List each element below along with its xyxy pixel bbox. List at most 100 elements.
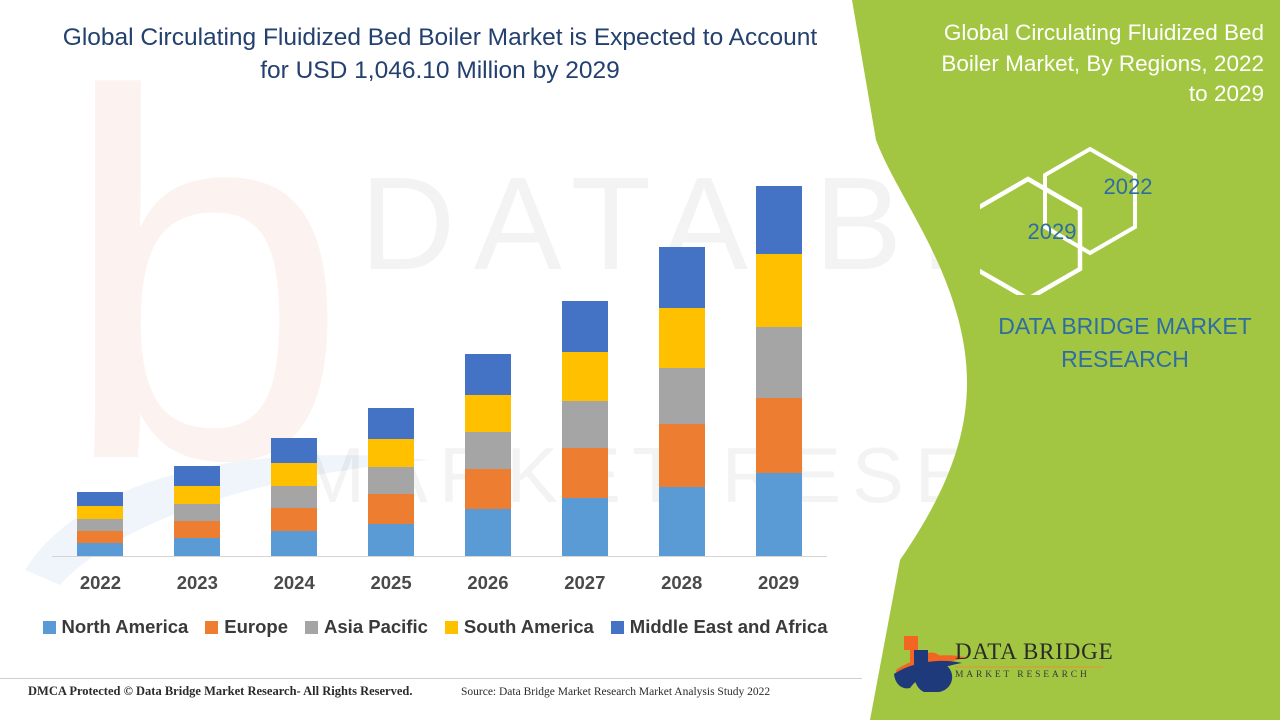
bar-segment: [561, 352, 608, 401]
hexagon-2029-label: 2029: [1027, 219, 1077, 244]
legend-swatch-icon: [42, 620, 56, 634]
legend-item[interactable]: Middle East and Africa: [610, 616, 828, 638]
bar-segment: [271, 463, 318, 487]
bar-segment: [464, 394, 511, 432]
x-axis-label-2027: 2027: [564, 572, 606, 593]
legend-item[interactable]: South America: [444, 616, 594, 638]
stacked-bar: [755, 186, 802, 556]
bar-segment: [368, 523, 415, 556]
hexagon-2022-label: 2022: [1103, 174, 1153, 199]
bar-segment: [368, 408, 415, 440]
legend-swatch-icon: [205, 620, 219, 634]
bar-segment: [271, 530, 318, 556]
x-axis-label-2023: 2023: [176, 572, 218, 593]
bar-segment: [174, 466, 221, 487]
footer-divider: [0, 678, 862, 679]
x-axis-line: [52, 556, 827, 557]
x-axis-label-2026: 2026: [467, 572, 509, 593]
stacked-bar: [658, 246, 705, 556]
legend-label: Europe: [224, 616, 289, 637]
bar-segment: [658, 486, 705, 556]
bar-segment: [561, 301, 608, 353]
bar-column-2025: [343, 120, 440, 556]
chart-title: Global Circulating Fluidized Bed Boiler …: [62, 24, 818, 84]
x-axis-label-2024: 2024: [273, 572, 315, 593]
bar-segment: [368, 439, 415, 468]
legend-item[interactable]: Asia Pacific: [305, 616, 428, 638]
bars-container: [52, 120, 827, 556]
bar-segment: [77, 491, 124, 506]
bar-segment: [464, 509, 511, 556]
legend-item[interactable]: North America: [42, 616, 189, 638]
logo-main-text: DATA BRIDGE: [955, 639, 1114, 664]
bar-segment: [658, 307, 705, 368]
brand-name: DATA BRIDGE MARKET RESEARCH: [998, 313, 1252, 372]
legend-swatch-icon: [444, 620, 458, 634]
bar-column-2029: [730, 120, 827, 556]
x-axis-label-2025: 2025: [370, 572, 412, 593]
bar-segment: [464, 431, 511, 469]
stacked-bar: [368, 408, 415, 556]
bar-segment: [658, 367, 705, 425]
hexagon-2022-shape: [1043, 146, 1137, 256]
bar-column-2022: [52, 120, 149, 556]
bar-segment: [174, 520, 221, 538]
bar-column-2024: [246, 120, 343, 556]
bar-segment: [658, 424, 705, 487]
logo-wordmark: DATA BRIDGE MARKET RESEARCH: [955, 639, 1115, 680]
logo-divider: [955, 666, 1103, 668]
legend-label: South America: [463, 616, 594, 637]
stacked-bar: [271, 437, 318, 556]
bar-column-2026: [440, 120, 537, 556]
bar-segment: [755, 398, 802, 473]
bar-segment: [271, 486, 318, 508]
stacked-bar: [77, 491, 124, 556]
bar-segment: [755, 327, 802, 399]
legend-item[interactable]: Europe: [205, 616, 288, 638]
bar-segment: [368, 467, 415, 495]
bar-segment: [464, 468, 511, 510]
x-axis-labels: 2022 2023 2024 2025 2026 2027 2028 2029: [52, 572, 827, 594]
legend-label: North America: [61, 616, 189, 637]
panel-title: Global Circulating Fluidized Bed Boiler …: [941, 20, 1264, 107]
bar-segment: [271, 437, 318, 464]
bar-column-2027: [536, 120, 633, 556]
x-axis-label-2029: 2029: [757, 572, 800, 593]
footer-source: Source: Data Bridge Market Research Mark…: [461, 686, 771, 698]
legend-swatch-icon: [610, 620, 624, 634]
stacked-bar: [174, 466, 221, 556]
bar-segment: [271, 507, 318, 531]
bar-segment: [755, 186, 802, 255]
bar-segment: [464, 353, 511, 395]
bar-segment: [658, 246, 705, 308]
bar-segment: [77, 530, 124, 543]
bar-segment: [174, 486, 221, 505]
bar-segment: [561, 498, 608, 556]
legend-label: Asia Pacific: [324, 616, 428, 637]
bar-segment: [561, 400, 608, 449]
bar-segment: [174, 537, 221, 556]
bar-segment: [174, 504, 221, 521]
stacked-bar: [464, 353, 511, 556]
bar-column-2028: [633, 120, 730, 556]
legend-swatch-icon: [305, 620, 319, 634]
x-axis-label-2022: 2022: [79, 572, 122, 593]
footer-copyright: DMCA Protected © Data Bridge Market Rese…: [28, 684, 413, 698]
bar-segment: [77, 505, 124, 520]
bar-segment: [755, 472, 802, 556]
bar-column-2023: [149, 120, 246, 556]
bar-segment: [755, 254, 802, 328]
logo-sub-text: MARKET RESEARCH: [955, 669, 1090, 680]
data-bridge-logo-icon: [894, 636, 968, 692]
legend-label: Middle East and Africa: [629, 616, 828, 637]
bar-segment: [77, 519, 124, 531]
stacked-bar: [561, 301, 608, 556]
bar-segment: [77, 542, 124, 556]
hexagon-badges: 2022 2029: [973, 145, 1200, 302]
bar-segment: [368, 494, 415, 524]
bar-segment: [561, 448, 608, 499]
x-axis-label-2028: 2028: [661, 572, 703, 593]
chart-legend: North America Europe Asia Pacific South Ame…: [40, 616, 830, 638]
plot-area: [52, 120, 827, 557]
